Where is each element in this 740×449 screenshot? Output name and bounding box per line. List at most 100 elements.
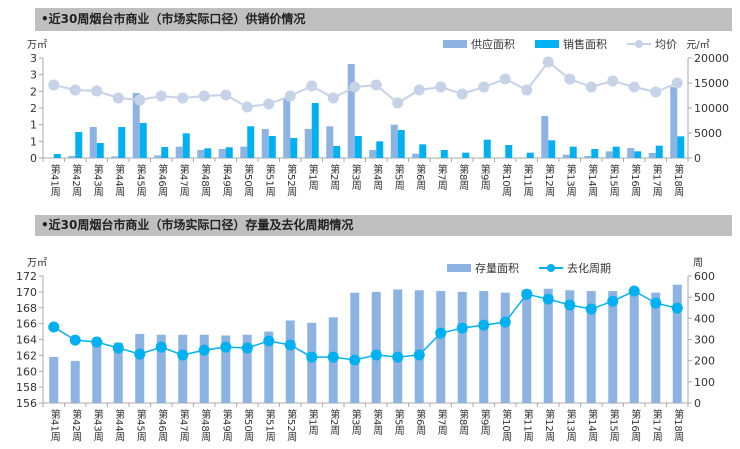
avg-price-point: [607, 75, 619, 87]
supply-bar: [390, 124, 398, 158]
supply-bar: [283, 97, 291, 158]
supply-bar: [347, 64, 355, 158]
stock-bar: [436, 291, 446, 403]
x-tick-label: 第49周: [220, 408, 232, 443]
turnover-period-point: [177, 349, 189, 361]
legend-label: 供应面积: [471, 37, 515, 51]
stock-bar: [156, 334, 166, 403]
sales-bar: [397, 130, 405, 158]
x-tick-label: 第18周: [672, 408, 684, 443]
stock-bar: [135, 333, 145, 403]
sales-bar: [75, 132, 83, 158]
sales-bar: [483, 139, 491, 158]
x-tick-label: 第1周: [306, 163, 318, 191]
x-tick-label: 第1周: [306, 408, 318, 436]
avg-price-point: [48, 79, 60, 91]
x-tick-label: 第9周: [478, 408, 490, 436]
left-axis-unit: 万㎡: [27, 39, 47, 51]
left-tick-label: 164: [16, 334, 37, 347]
sales-bar: [655, 145, 663, 158]
x-tick-label: 第49周: [220, 163, 232, 198]
right-tick-label: 200: [694, 355, 715, 368]
x-tick-label: 第50周: [242, 408, 254, 443]
x-tick-label: 第7周: [435, 408, 447, 436]
left-tick-label: 2: [30, 85, 37, 98]
turnover-period-point: [607, 295, 619, 307]
x-tick-label: 第10周: [500, 163, 512, 198]
sales-bar: [96, 143, 104, 158]
turnover-period-point: [155, 341, 167, 353]
stock-bar: [199, 334, 209, 403]
avg-price-point: [177, 92, 189, 104]
x-tick-label: 第2周: [328, 408, 340, 436]
x-tick-label: 第14周: [586, 163, 598, 198]
stock-bar: [113, 342, 123, 403]
avg-price-point: [284, 90, 296, 102]
sales-bar: [118, 127, 126, 158]
turnover-period-point: [69, 334, 81, 346]
right-tick-label: 100: [694, 376, 715, 389]
stock-bar: [414, 290, 424, 403]
sales-bar: [591, 149, 599, 158]
sales-bar: [268, 136, 276, 158]
left-tick-label: 158: [16, 381, 37, 394]
x-tick-label: 第15周: [607, 163, 619, 198]
sales-bar: [569, 146, 577, 158]
x-tick-label: 第48周: [199, 163, 211, 198]
x-tick-label: 第13周: [564, 408, 576, 443]
turnover-period-point: [48, 321, 60, 333]
x-tick-label: 第43周: [91, 163, 103, 198]
sales-bar: [311, 103, 319, 158]
turnover-period-point: [456, 322, 468, 334]
stock-bar: [350, 292, 360, 403]
legend-swatch-bar: [443, 40, 467, 48]
chart1-title: •近30周烟台市商业（市场实际口径）供销价情况: [35, 8, 732, 31]
stock-bar: [629, 291, 639, 403]
left-tick-label: 172: [16, 270, 37, 283]
supply-bar: [584, 156, 592, 158]
stock-bar: [586, 291, 596, 403]
stock-bar: [543, 288, 553, 403]
sales-bar: [526, 152, 534, 158]
avg-price-point: [349, 81, 361, 93]
sales-bar: [634, 151, 642, 158]
right-tick-label: 15000: [694, 77, 729, 90]
supply-bar: [605, 151, 613, 158]
supply-bar: [670, 87, 678, 158]
right-tick-label: 20000: [694, 52, 729, 65]
avg-price-point: [91, 85, 103, 97]
supply-bar: [68, 156, 76, 158]
stock-bar: [457, 291, 467, 403]
left-tick-label: 1: [30, 135, 37, 148]
left-tick-label: 1: [30, 119, 37, 132]
stock-bar: [307, 322, 317, 403]
sales-bar: [548, 140, 556, 158]
x-tick-label: 第4周: [371, 408, 383, 436]
sales-bar: [53, 154, 61, 158]
x-tick-label: 第14周: [586, 408, 598, 443]
x-tick-label: 第18周: [672, 163, 684, 198]
avg-price-point: [671, 77, 683, 89]
x-tick-label: 第3周: [349, 408, 361, 436]
x-tick-label: 第9周: [478, 163, 490, 191]
avg-price-point: [628, 81, 640, 93]
x-tick-label: 第51周: [263, 163, 275, 198]
legend-label: 去化周期: [567, 261, 611, 275]
turnover-period-point: [499, 316, 511, 328]
stock-bar: [479, 291, 489, 403]
x-tick-label: 第46周: [156, 163, 168, 198]
sales-bar: [462, 152, 470, 158]
avg-price-point: [155, 90, 167, 102]
avg-price-point: [650, 86, 662, 98]
x-tick-label: 第47周: [177, 408, 189, 443]
supply-bar: [240, 146, 248, 158]
avg-price-point: [478, 81, 490, 93]
supply-bar: [261, 129, 269, 158]
supply-bar: [627, 148, 635, 158]
avg-price-point: [435, 81, 447, 93]
stock-bar: [672, 284, 682, 403]
x-tick-label: 第10周: [500, 408, 512, 443]
x-tick-label: 第45周: [134, 163, 146, 198]
left-axis-unit: 万㎡: [27, 257, 47, 269]
right-tick-label: 500: [694, 291, 715, 304]
